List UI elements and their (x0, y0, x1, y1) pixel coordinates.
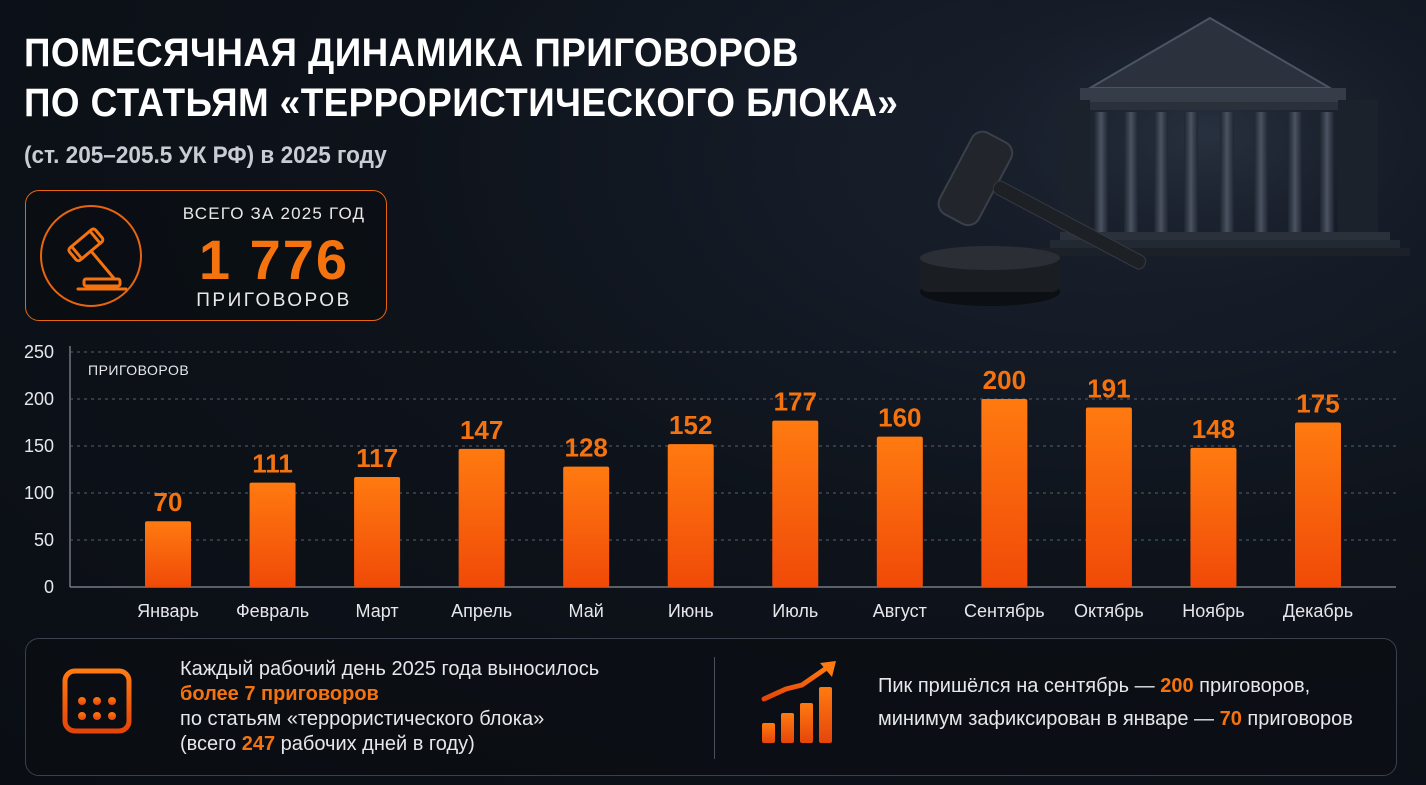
min-value: 70 (1219, 708, 1242, 730)
bar (981, 399, 1028, 587)
calendar-icon (62, 661, 132, 734)
workday-fact-line-1: Каждый рабочий день 2025 года выносилось (180, 658, 600, 680)
bar (772, 420, 819, 587)
x-tick-label: Апрель (451, 601, 512, 621)
bar-value-label: 117 (356, 443, 398, 473)
bar-value-label: 70 (154, 487, 183, 517)
workday-fact-line-3: по статьям «террористического блока» (180, 708, 545, 730)
bar-value-label: 191 (1087, 373, 1130, 403)
min-fact-line: минимум зафиксирован в январе — 70 приго… (878, 708, 1353, 730)
workdays-count: 247 (241, 733, 276, 755)
bar (563, 466, 610, 587)
y-tick-label: 0 (44, 577, 54, 597)
y-tick-label: 150 (24, 436, 54, 456)
total-caption: ВСЕГО ЗА 2025 ГОД (182, 204, 366, 223)
bar (1295, 422, 1341, 587)
bar-value-label: 200 (983, 365, 1026, 395)
x-tick-label: Июнь (668, 601, 714, 621)
y-tick-label: 250 (24, 342, 54, 362)
total-summary-card: ВСЕГО ЗА 2025 ГОД 1 776 ПРИГОВОРОВ (25, 190, 387, 321)
y-tick-label: 100 (24, 483, 54, 503)
growth-chart-icon (761, 661, 836, 743)
bar-value-label: 177 (774, 387, 817, 417)
bar (1085, 407, 1132, 587)
peak-fact-line: Пик пришёлся на сентябрь — 200 приговоро… (878, 675, 1311, 697)
facts-panel: Каждый рабочий день 2025 года выносилось… (25, 638, 1397, 776)
bar-value-label: 152 (669, 410, 712, 440)
panel-divider (714, 657, 715, 759)
x-tick-label: Май (569, 601, 604, 621)
bar-value-label: 147 (460, 415, 503, 445)
total-unit: ПРИГОВОРОВ (196, 290, 352, 311)
bar (249, 482, 296, 587)
x-tick-label: Март (356, 601, 399, 621)
page-title: ПОМЕСЯЧНАЯ ДИНАМИКА ПРИГОВОРОВ ПО СТАТЬЯ… (24, 28, 898, 128)
peak-value: 200 (1160, 675, 1194, 697)
monthly-sentences-bar-chart: 0 50 100 150 200 250 70 Январь 111 Февраль 117 Март… (24, 342, 1396, 621)
y-tick-label: 200 (24, 389, 54, 409)
title-line-1: ПОМЕСЯЧНАЯ ДИНАМИКА ПРИГОВОРОВ (24, 31, 799, 75)
x-tick-label: Декабрь (1283, 601, 1353, 621)
x-tick-label: Август (873, 601, 927, 621)
x-tick-label: Октябрь (1074, 601, 1144, 621)
bar-value-label: 111 (252, 449, 293, 479)
workday-fact-text: Каждый рабочий день 2025 года выносилось… (180, 657, 700, 757)
courthouse-gavel-illustration (880, 0, 1426, 335)
y-axis-label: ПРИГОВОРОВ (88, 362, 189, 378)
page-subtitle: (ст. 205–205.5 УК РФ) в 2025 году (24, 142, 387, 169)
x-tick-label: Июль (772, 601, 818, 621)
bar (876, 436, 923, 587)
bar-value-label: 148 (1192, 414, 1235, 444)
bar (354, 477, 401, 587)
workday-fact-highlight: более 7 приговоров (180, 683, 379, 705)
bar (667, 444, 714, 587)
bar (458, 448, 505, 587)
x-tick-label: Январь (137, 601, 199, 621)
peak-min-fact-text: Пик пришёлся на сентябрь — 200 приговоро… (878, 670, 1378, 736)
bar (1190, 447, 1237, 587)
bar-value-label: 175 (1296, 389, 1339, 419)
x-tick-label: Ноябрь (1182, 601, 1244, 621)
bar (145, 521, 191, 587)
bar-value-label: 160 (878, 403, 921, 433)
x-tick-label: Февраль (236, 601, 309, 621)
bar-value-label: 128 (564, 433, 607, 463)
y-tick-label: 50 (34, 530, 54, 550)
total-value: 1 776 (198, 228, 350, 291)
title-line-2: ПО СТАТЬЯМ «ТЕРРОРИСТИЧЕСКОГО БЛОКА» (24, 81, 899, 125)
workday-fact-line-4: (всего 247 рабочих дней в году) (180, 733, 475, 755)
gavel-icon (40, 205, 142, 307)
x-tick-label: Сентябрь (964, 601, 1045, 621)
